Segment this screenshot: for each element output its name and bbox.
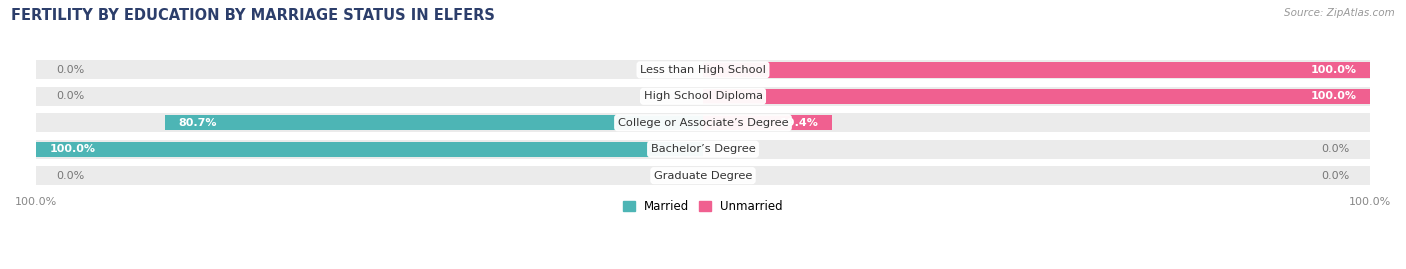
Bar (703, 115, 832, 130)
Bar (37, 60, 1369, 79)
Text: Graduate Degree: Graduate Degree (654, 171, 752, 180)
Bar (703, 62, 1369, 77)
Bar (165, 115, 703, 130)
Text: 0.0%: 0.0% (56, 65, 84, 75)
Text: 0.0%: 0.0% (1322, 144, 1350, 154)
Text: Bachelor’s Degree: Bachelor’s Degree (651, 144, 755, 154)
Bar (37, 140, 1369, 159)
Text: FERTILITY BY EDUCATION BY MARRIAGE STATUS IN ELFERS: FERTILITY BY EDUCATION BY MARRIAGE STATU… (11, 8, 495, 23)
Bar (37, 113, 1369, 132)
Text: College or Associate’s Degree: College or Associate’s Degree (617, 118, 789, 128)
Text: 100.0%: 100.0% (49, 144, 96, 154)
Text: 0.0%: 0.0% (56, 91, 84, 101)
Text: Less than High School: Less than High School (640, 65, 766, 75)
Text: 100.0%: 100.0% (1310, 65, 1357, 75)
Text: 80.7%: 80.7% (179, 118, 217, 128)
Bar (37, 141, 703, 157)
Text: 0.0%: 0.0% (1322, 171, 1350, 180)
Text: 100.0%: 100.0% (1310, 91, 1357, 101)
Text: 0.0%: 0.0% (56, 171, 84, 180)
Legend: Married, Unmarried: Married, Unmarried (619, 195, 787, 218)
Text: High School Diploma: High School Diploma (644, 91, 762, 101)
Bar (703, 89, 1369, 104)
Bar (37, 87, 1369, 106)
Text: 19.4%: 19.4% (780, 118, 820, 128)
Bar (37, 166, 1369, 185)
Text: Source: ZipAtlas.com: Source: ZipAtlas.com (1284, 8, 1395, 18)
